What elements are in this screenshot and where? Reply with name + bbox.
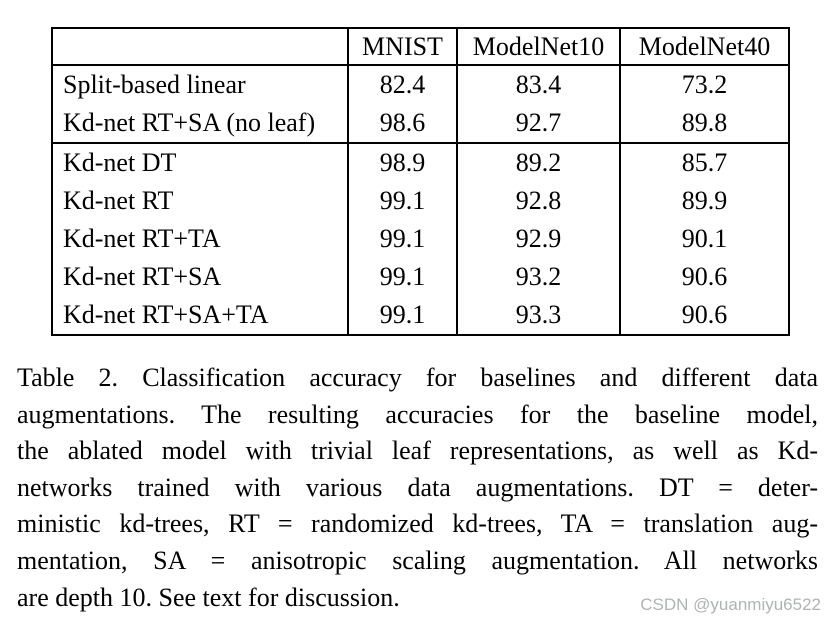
cell-value: 98.6 bbox=[347, 104, 457, 143]
row-label: Kd-net DT bbox=[63, 148, 177, 177]
row-label: Split-based linear bbox=[63, 70, 246, 99]
table-row: Kd-net RT+SA (no leaf) 98.6 92.7 89.8 bbox=[52, 104, 789, 143]
cell-value: 90.1 bbox=[619, 220, 789, 258]
cell-value: 89.8 bbox=[619, 104, 789, 143]
table-header-row: MNIST ModelNet10 ModelNet40 bbox=[52, 28, 789, 65]
cell-value: 92.8 bbox=[456, 182, 620, 220]
cell-value: 89.9 bbox=[619, 182, 789, 220]
caption-line: are depth 10. See text for discussion. bbox=[17, 582, 400, 612]
cell-value: 89.2 bbox=[456, 143, 620, 182]
table-header: MNIST ModelNet10 ModelNet40 bbox=[52, 28, 789, 65]
cell-value: 99.1 bbox=[347, 296, 457, 335]
row-label: Kd-net RT+SA+TA bbox=[63, 300, 269, 329]
baseline-row-group: Split-based linear 82.4 83.4 73.2 Kd-net… bbox=[52, 65, 789, 143]
cell-value: 99.1 bbox=[347, 220, 457, 258]
cell-value: 99.1 bbox=[347, 258, 457, 296]
table-row: Kd-net RT+TA 99.1 92.9 90.1 bbox=[52, 220, 789, 258]
watermark-text: CSDN @yuanmiyu6522 bbox=[640, 595, 821, 614]
table-row: Kd-net RT+SA+TA 99.1 93.3 90.6 bbox=[52, 296, 789, 335]
table-row: Kd-net RT+SA 99.1 93.2 90.6 bbox=[52, 258, 789, 296]
cell-value: 93.2 bbox=[456, 258, 620, 296]
cell-value: 92.7 bbox=[456, 104, 620, 143]
cell-value: 93.3 bbox=[456, 296, 620, 335]
table-row: Kd-net DT 98.9 89.2 85.7 bbox=[52, 143, 789, 182]
row-label: Kd-net RT+TA bbox=[63, 224, 221, 253]
row-label: Kd-net RT+SA bbox=[63, 262, 222, 291]
column-header-empty bbox=[52, 28, 348, 65]
table-caption: Table 2. Classification accuracy for bas… bbox=[17, 360, 818, 616]
cell-value: 82.4 bbox=[347, 65, 457, 104]
caption-line: ministic kd-trees, RT = randomized kd-tr… bbox=[17, 509, 818, 539]
kdnet-row-group: Kd-net DT 98.9 89.2 85.7 Kd-net RT 99.1 … bbox=[52, 143, 789, 335]
cell-value: 83.4 bbox=[456, 65, 620, 104]
column-header-modelnet10: ModelNet10 bbox=[456, 28, 620, 65]
caption-line: networks trained with various data augme… bbox=[17, 472, 818, 502]
caption-line: augmentations. The resulting accuracies … bbox=[17, 399, 818, 429]
row-label: Kd-net RT+SA (no leaf) bbox=[63, 108, 316, 137]
caption-line: the ablated model with trivial leaf repr… bbox=[17, 436, 818, 466]
table-row: Split-based linear 82.4 83.4 73.2 bbox=[52, 65, 789, 104]
column-header-modelnet40: ModelNet40 bbox=[619, 28, 789, 65]
column-header-mnist: MNIST bbox=[347, 28, 457, 65]
row-label: Kd-net RT bbox=[63, 186, 174, 215]
caption-line: mentation, SA = anisotropic scaling augm… bbox=[17, 545, 818, 575]
cell-value: 85.7 bbox=[619, 143, 789, 182]
cell-value: 99.1 bbox=[347, 182, 457, 220]
results-table: MNIST ModelNet10 ModelNet40 Split-based … bbox=[51, 27, 790, 336]
cell-value: 90.6 bbox=[619, 296, 789, 335]
table-row: Kd-net RT 99.1 92.8 89.9 bbox=[52, 182, 789, 220]
cell-value: 92.9 bbox=[456, 220, 620, 258]
cell-value: 90.6 bbox=[619, 258, 789, 296]
caption-line: Table 2. Classification accuracy for bas… bbox=[17, 363, 818, 392]
cell-value: 98.9 bbox=[347, 143, 457, 182]
cell-value: 73.2 bbox=[619, 65, 789, 104]
